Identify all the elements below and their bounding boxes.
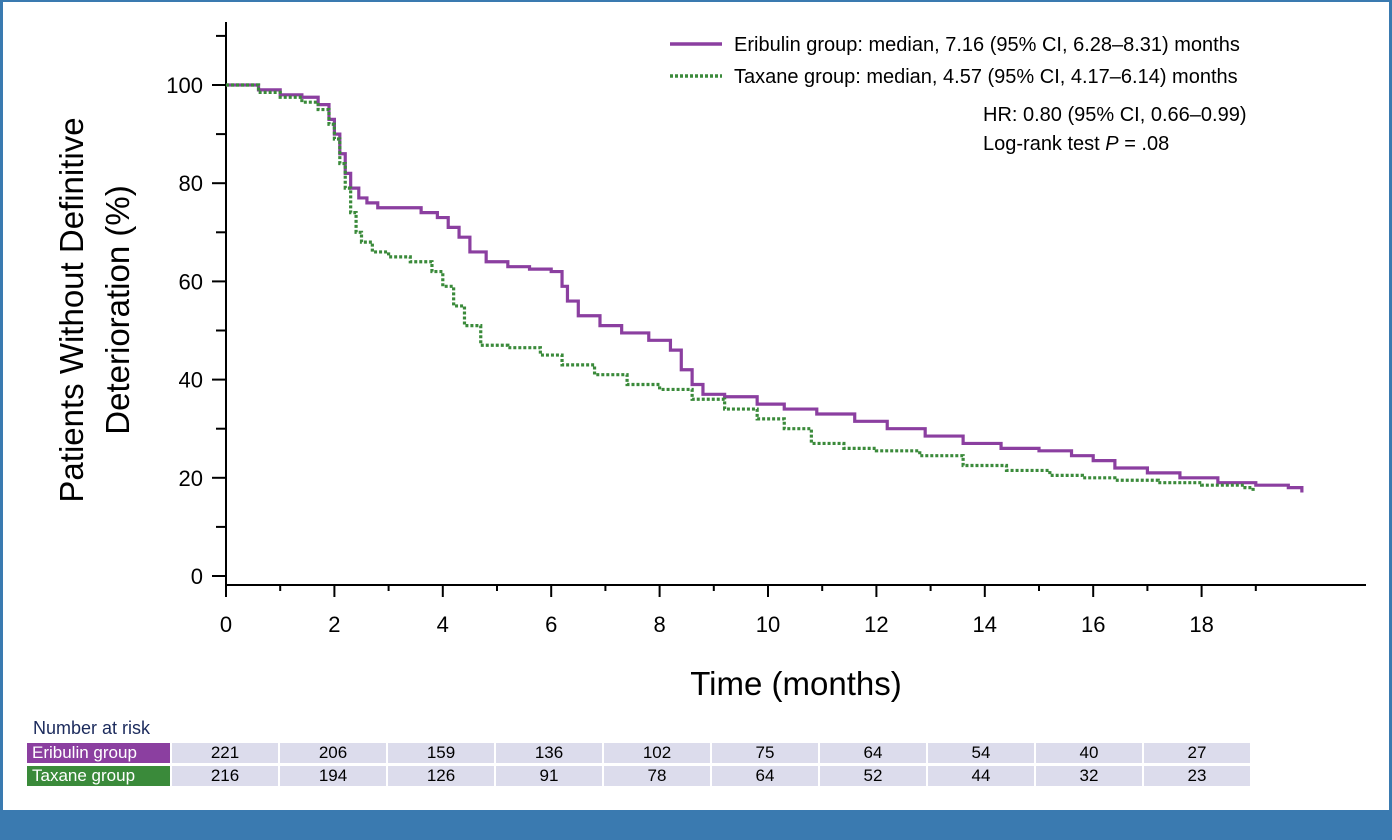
- y-axis-title-line-2: Deterioration (%): [99, 185, 136, 434]
- risk-cell: 75: [712, 743, 818, 763]
- risk-cell: 27: [1144, 743, 1250, 763]
- x-tick-label: 10: [756, 612, 780, 637]
- x-tick-label: 2: [328, 612, 340, 637]
- risk-cell: 23: [1144, 766, 1250, 786]
- y-tick-label: 100: [166, 73, 203, 98]
- risk-cell: 216: [172, 766, 278, 786]
- risk-cell: 44: [928, 766, 1034, 786]
- x-tick-label: 0: [220, 612, 232, 637]
- logrank-text: Log-rank test P = .08: [983, 133, 1169, 155]
- x-tick-label: 6: [545, 612, 557, 637]
- x-tick-label: 18: [1189, 612, 1213, 637]
- km-chart: 0 2 4 6 8 10 12 14 16 18 0 20 40 60 80 100 Time (month…: [53, 22, 1366, 702]
- risk-cell: 206: [280, 743, 386, 763]
- risk-table-title: Number at risk: [33, 718, 151, 738]
- x-tick-label: 8: [653, 612, 665, 637]
- y-tick-label: 20: [179, 466, 203, 491]
- risk-row-label-eribulin: Eribulin group: [27, 743, 170, 763]
- logrank-prefix: Log-rank test: [983, 133, 1105, 155]
- risk-cell: 54: [928, 743, 1034, 763]
- x-tick-label: 14: [973, 612, 997, 637]
- legend-label-taxane: Taxane group: median, 4.57 (95% CI, 4.17…: [734, 66, 1238, 88]
- x-axis-title: Time (months): [690, 665, 901, 702]
- risk-cell: 159: [388, 743, 494, 763]
- risk-cell: 126: [388, 766, 494, 786]
- y-ticks: 0 20 40 60 80 100: [166, 34, 226, 589]
- chart-axes: [225, 22, 1366, 586]
- taxane-curve: [226, 83, 1255, 493]
- eribulin-curve: [226, 83, 1304, 493]
- risk-row-label-taxane: Taxane group: [27, 766, 170, 786]
- y-tick-label: 0: [191, 564, 203, 589]
- y-tick-label: 40: [179, 368, 203, 393]
- y-axis-title: Patients Without Definitive Deterioratio…: [53, 117, 136, 502]
- bottom-bar: [0, 810, 1392, 840]
- y-axis-title-line-1: Patients Without Definitive: [53, 117, 90, 502]
- risk-cell: 136: [496, 743, 602, 763]
- x-tick-label: 4: [437, 612, 449, 637]
- risk-cell: 102: [604, 743, 710, 763]
- risk-cell: 40: [1036, 743, 1142, 763]
- risk-row-eribulin: Eribulin group 221 206 159 136 102 75 64…: [27, 743, 1252, 763]
- legend: Eribulin group: median, 7.16 (95% CI, 6.…: [670, 34, 1240, 88]
- risk-cell: 52: [820, 766, 926, 786]
- x-ticks: 0 2 4 6 8 10 12 14 16 18: [220, 585, 1257, 637]
- risk-cell: 78: [604, 766, 710, 786]
- risk-cell: 194: [280, 766, 386, 786]
- risk-cell: 64: [712, 766, 818, 786]
- x-tick-label: 16: [1081, 612, 1105, 637]
- risk-cell: 221: [172, 743, 278, 763]
- logrank-p-value: = .08: [1119, 133, 1170, 155]
- legend-label-eribulin: Eribulin group: median, 7.16 (95% CI, 6.…: [734, 34, 1240, 56]
- x-tick-label: 12: [864, 612, 888, 637]
- risk-cell: 91: [496, 766, 602, 786]
- statistics-annotation: HR: 0.80 (95% CI, 0.66–0.99) Log-rank te…: [983, 104, 1246, 155]
- hazard-ratio-text: HR: 0.80 (95% CI, 0.66–0.99): [983, 104, 1246, 126]
- survival-curves: [226, 83, 1304, 493]
- risk-cell: 64: [820, 743, 926, 763]
- y-tick-label: 60: [179, 269, 203, 294]
- y-tick-label: 80: [179, 171, 203, 196]
- risk-cell: 32: [1036, 766, 1142, 786]
- risk-row-taxane: Taxane group 216 194 126 91 78 64 52 44 …: [27, 766, 1252, 786]
- logrank-p-symbol: P: [1105, 133, 1119, 155]
